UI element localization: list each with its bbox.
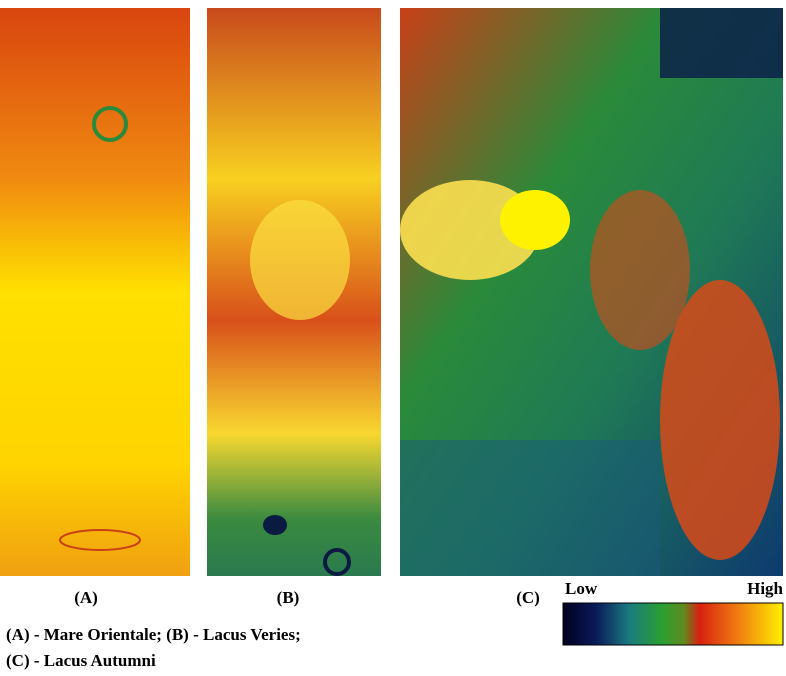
panel-b-image	[207, 8, 381, 576]
panel-label: (C)	[516, 588, 540, 607]
figure: (A) (B) (C) Low High (A) - Mare Oriental…	[0, 0, 786, 676]
colorbar	[563, 603, 783, 645]
colorbar-high: High	[747, 579, 783, 598]
panel-c-image	[400, 8, 783, 576]
panel-label: (A)	[74, 588, 98, 607]
panel-label: (B)	[277, 588, 300, 607]
caption-line: (A) - Mare Orientale; (B) - Lacus Veries…	[6, 625, 301, 644]
colorbar-low: Low	[565, 579, 598, 598]
caption-line: (C) - Lacus Autumni	[6, 651, 156, 670]
panel-a-image	[0, 8, 190, 576]
